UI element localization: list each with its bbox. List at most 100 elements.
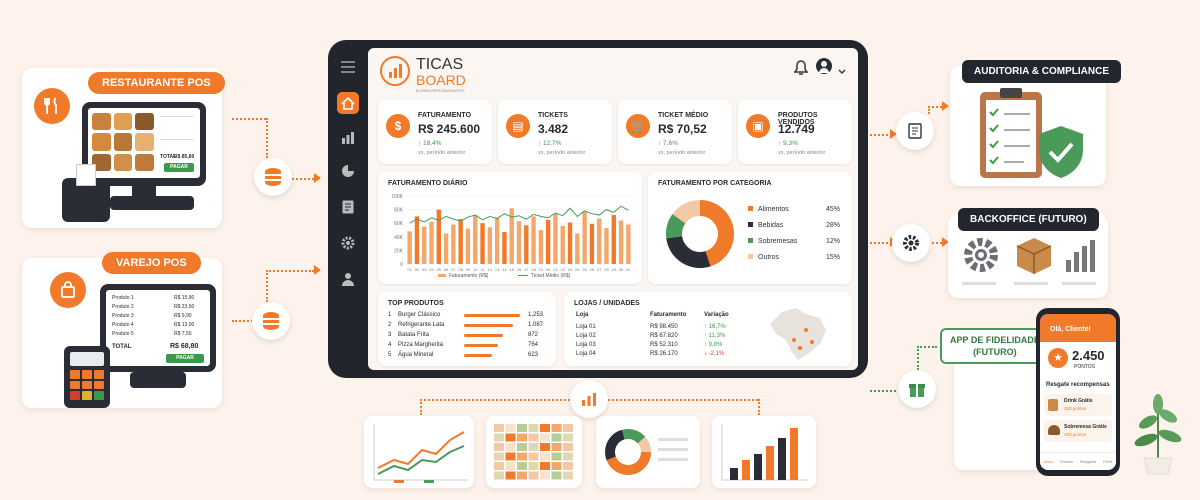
x-tick-label: 13 — [495, 267, 500, 272]
legend-swatch-bar — [438, 274, 446, 277]
reward-item[interactable]: Sobremesa Grátis 300 pontos — [1044, 420, 1112, 442]
restaurant-terminal-stand — [132, 186, 156, 198]
value-label: 45% — [826, 206, 840, 213]
heatmap-cell — [528, 471, 539, 480]
gift-icon — [898, 370, 936, 408]
chevron-down-icon[interactable] — [838, 62, 846, 80]
product-value: 764 — [528, 342, 539, 348]
bar — [618, 220, 624, 264]
bar — [494, 217, 500, 264]
reward-cost: 200 pontos — [1064, 406, 1087, 411]
mini-donut-chart — [596, 416, 700, 488]
bar — [451, 224, 456, 264]
x-tick-label: 14 — [502, 267, 507, 272]
x-tick-label: 12 — [488, 267, 493, 272]
heatmap-cell — [517, 462, 527, 470]
product-rank: 5 — [388, 352, 392, 358]
bar — [465, 228, 471, 264]
nav-resgatar[interactable]: Resgatar — [1079, 459, 1097, 464]
heatmap-cell — [494, 462, 504, 470]
reward-name: Sobremesa Grátis — [1064, 424, 1107, 430]
bar — [626, 224, 631, 264]
phone-rewards-title: Resgate recompensas — [1046, 382, 1110, 388]
bell-icon[interactable] — [793, 60, 809, 81]
retail-terminal-screen: Produto 1 R$ 15,90 Produto 2 R$ 23,50 Produt… — [106, 290, 210, 366]
heatmap-cell — [540, 443, 550, 451]
cart-icon: 🛒 — [626, 114, 650, 138]
retail-pay-button[interactable]: PAGAR — [166, 354, 204, 363]
reward-item[interactable]: Drink Grátis 200 pontos — [1044, 394, 1112, 416]
retail-item-name: Produto 1 — [112, 295, 134, 301]
backoffice-label: BACKOFFICE (FUTURO) — [958, 208, 1099, 231]
pie-chart-icon[interactable] — [337, 160, 359, 182]
x-tick-label: 27 — [597, 267, 602, 272]
avatar[interactable] — [816, 58, 832, 74]
kpi-value: 12.749 — [778, 122, 815, 136]
x-tick-label: 20 — [546, 267, 551, 272]
product-value: 872 — [528, 332, 539, 338]
shield-check-icon — [1036, 124, 1086, 185]
x-tick-label: 06 — [444, 267, 449, 272]
nav-extrato[interactable]: Extrato — [1060, 459, 1073, 464]
nav-perfil[interactable]: Perfil — [1103, 459, 1113, 464]
store-name: Loja 01 — [576, 324, 596, 330]
cog-icon — [962, 236, 1000, 279]
bar — [516, 221, 522, 264]
kpi-value: 3.482 — [538, 122, 569, 136]
bar — [524, 225, 529, 264]
settings-gear-icon — [892, 224, 930, 262]
box-icon: ▣ — [746, 114, 770, 138]
category-panel: FATURAMENTO POR CATEGORIA Alimentos 45% Be… — [648, 172, 852, 284]
legend-swatch — [748, 254, 753, 259]
heatmap-cell — [505, 424, 516, 432]
user-icon[interactable] — [337, 268, 359, 290]
x-tick-label: 23 — [568, 267, 573, 272]
legend-swatch — [748, 238, 753, 243]
bar-chart-icon[interactable] — [337, 126, 359, 148]
bar — [545, 219, 551, 264]
report-document-icon — [896, 112, 934, 150]
stores-title: LOJAS / UNIDADES — [574, 300, 640, 307]
heatmap-cell — [494, 452, 504, 461]
bar — [407, 231, 412, 264]
brazil-map — [764, 306, 834, 367]
document-icon[interactable] — [337, 196, 359, 218]
restaurant-pay-button[interactable]: PAGAR — [164, 163, 194, 172]
retail-item-price: R$ 13,00 — [174, 322, 195, 328]
reward-name: Drink Grátis — [1064, 398, 1093, 404]
product-bar — [464, 324, 513, 327]
legend-label: Outros — [758, 254, 780, 261]
x-tick-label: 07 — [451, 267, 456, 272]
home-icon[interactable] — [337, 92, 359, 114]
nav-inicio[interactable]: Início — [1043, 459, 1054, 464]
x-tick-label: 26 — [590, 267, 595, 272]
store-revenue: R$ 67.820 — [650, 333, 678, 339]
fork-knife-icon — [34, 88, 70, 124]
kpi-produtos-vendidos: ▣ PRODUTOS VENDIDOS 12.749 ↑ 9,3% vs. pe… — [738, 100, 852, 164]
bar — [458, 219, 463, 264]
x-tick-label: 22 — [561, 267, 566, 272]
database-icon — [252, 302, 290, 340]
retail-item-price: R$ 15,90 — [174, 295, 195, 301]
pie-slice — [666, 214, 686, 239]
restaurant-terminal-base — [110, 196, 194, 210]
bar — [473, 215, 478, 264]
product-bar — [464, 344, 499, 347]
gear-icon[interactable] — [337, 232, 359, 254]
heatmap-cell — [517, 424, 527, 432]
x-tick-label: 21 — [553, 267, 558, 272]
star-icon: ★ — [1048, 348, 1068, 368]
retail-item-price: R$ 23,50 — [174, 304, 195, 310]
heatmap-cell — [505, 433, 516, 442]
x-tick-label: 29 — [612, 267, 617, 272]
box-package-icon — [1014, 236, 1054, 281]
heatmap-cell — [551, 452, 562, 461]
retail-terminal-base — [130, 372, 186, 388]
mini-line-chart — [364, 416, 474, 488]
kpi-sub: vs. período anterior — [418, 150, 466, 156]
dollar-icon: $ — [386, 114, 410, 138]
x-tick-label: 24 — [575, 267, 580, 272]
menu-icon[interactable] — [337, 56, 359, 78]
heatmap-cell — [494, 424, 504, 432]
